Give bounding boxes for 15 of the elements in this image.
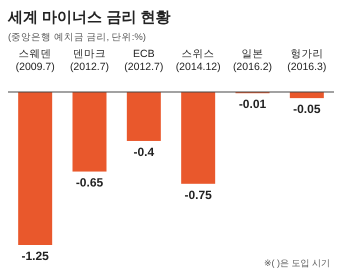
data-label: -0.75 bbox=[184, 188, 212, 202]
chart-subtitle: (중앙은행 예치금 금리, 단위:%) bbox=[8, 32, 146, 43]
data-label: -0.01 bbox=[238, 97, 266, 112]
x-tick-label: 스웨덴 (2009.7) bbox=[16, 48, 55, 73]
x-tick-label: 스위스 (2014.12) bbox=[176, 48, 221, 73]
x-tick-label: 덴마크 (2012.7) bbox=[70, 48, 110, 73]
text: ※( )은 도입 시기 bbox=[264, 258, 330, 268]
data-label: -1.25 bbox=[21, 249, 50, 263]
x-tick-label: ECB (2012.7) bbox=[124, 48, 164, 73]
chart-title: 세계 마이너스 금리 현황 bbox=[7, 9, 171, 26]
x-tick-label: 일본 (2016.2) bbox=[232, 48, 272, 73]
data-label: -0.05 bbox=[293, 102, 321, 116]
x-tick-label: 헝가리 (2016.3) bbox=[287, 48, 326, 73]
data-label: -0.65 bbox=[76, 176, 104, 190]
data-label: -0.4 bbox=[133, 144, 154, 159]
